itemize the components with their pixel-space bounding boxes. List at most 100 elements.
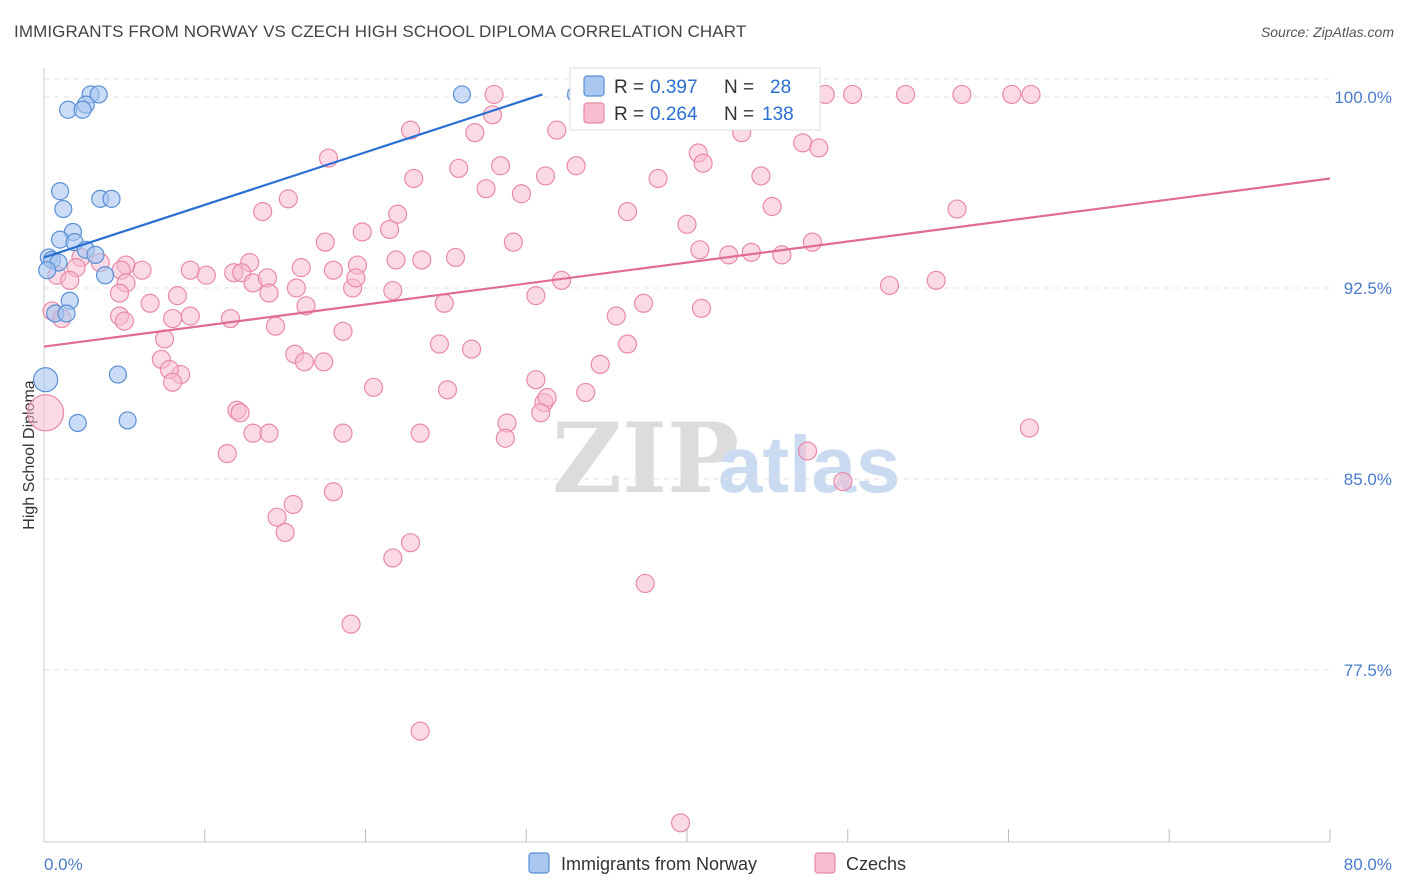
norway-point (33, 367, 59, 393)
norway-points (33, 85, 586, 433)
y-tick-label: 100.0% (1334, 88, 1392, 107)
czech-point (383, 280, 403, 301)
czech-point (751, 166, 771, 186)
czech-point (484, 84, 504, 105)
czech-point (952, 84, 972, 105)
czech-point (140, 293, 160, 313)
y-tick-label: 85.0% (1344, 470, 1392, 489)
trendlines (43, 93, 1331, 348)
y-tick-label: 77.5% (1344, 661, 1392, 680)
czech-point (323, 482, 343, 502)
czech-point (410, 721, 430, 741)
czech-point (400, 533, 421, 553)
czech-point (1019, 418, 1039, 438)
norway-point (38, 261, 57, 280)
czech-point (633, 293, 654, 313)
czech-point (879, 275, 900, 296)
norway-point (95, 266, 115, 285)
czech-point (429, 334, 450, 354)
czech-point (449, 158, 469, 178)
czech-point (693, 153, 713, 173)
norway-point (118, 411, 137, 430)
czech-point (386, 250, 406, 270)
norway-point (50, 182, 70, 201)
czech-point (670, 813, 691, 833)
czech-point (163, 308, 183, 329)
norway-point (54, 199, 73, 219)
czech-point (511, 184, 532, 204)
czech-point (476, 179, 496, 199)
czech-point (606, 306, 626, 326)
legend-norway-r-value: 0.397 (650, 77, 698, 98)
czech-point (445, 247, 466, 268)
czech-point (410, 423, 430, 443)
czech-point (947, 199, 967, 219)
czech-point (531, 403, 551, 423)
czech-point (404, 168, 424, 189)
y-tick-label: 92.5% (1344, 279, 1392, 298)
bottom-legend-norway-label: Immigrants from Norway (561, 854, 757, 874)
czech-point (437, 380, 458, 400)
czech-point (1002, 84, 1022, 105)
x-tick-label-max: 80.0% (1344, 855, 1392, 874)
legend-czech-r-value: 0.264 (650, 104, 698, 125)
x-tick-label-min: 0.0% (44, 855, 83, 874)
czech-point (1021, 84, 1041, 105)
czech-points (27, 84, 1041, 833)
bottom-legend-czech-label: Czechs (846, 854, 906, 874)
czech-point (495, 428, 515, 448)
czech-point (296, 296, 316, 316)
czech-point (341, 614, 361, 634)
czech-trendline (43, 177, 1331, 348)
y-tick-labels: 100.0% 92.5% 85.0% 77.5% (1334, 88, 1392, 680)
czech-point (114, 311, 134, 331)
czech-point (526, 370, 546, 390)
czech-point (842, 84, 863, 105)
czech-point (363, 377, 384, 397)
czech-point (400, 120, 421, 140)
czech-point (590, 354, 610, 374)
czech-point (314, 352, 334, 372)
czech-point (294, 352, 315, 372)
czech-point (259, 423, 279, 443)
legend-czech-r-label: R = (614, 104, 644, 125)
czech-point (465, 123, 485, 143)
czech-point (926, 270, 946, 290)
norway-point (108, 365, 128, 384)
czech-point (323, 260, 343, 280)
czech-point (648, 168, 668, 189)
norway-point (57, 304, 76, 323)
czech-point (315, 232, 335, 252)
czech-point (690, 240, 710, 260)
watermark: ZIP atlas (552, 402, 900, 515)
czech-point (352, 222, 372, 242)
czech-point (109, 283, 130, 303)
czech-point (797, 441, 818, 461)
legend: R = 0.397 N = 28 R = 0.264 N = 138 (569, 67, 821, 131)
czech-point (617, 202, 638, 222)
czech-point (333, 321, 353, 341)
czech-point (253, 202, 273, 222)
legend-norway-swatch (583, 75, 605, 97)
czech-point (535, 166, 556, 186)
watermark-zip: ZIP (552, 402, 739, 515)
czech-point (490, 156, 511, 176)
legend-box (569, 67, 821, 131)
czech-point (265, 316, 286, 336)
czech-point (259, 283, 279, 303)
czech-point (217, 443, 237, 464)
czech-point (267, 507, 287, 527)
czech-point (388, 204, 408, 224)
czech-point (809, 138, 829, 158)
bottom-legend: Immigrants from Norway Czechs (528, 852, 906, 874)
czech-point (196, 265, 216, 285)
czech-point (291, 258, 311, 278)
czech-point (333, 423, 353, 443)
czech-point (412, 250, 432, 270)
czech-point (434, 293, 454, 313)
czech-point (503, 232, 523, 252)
norway-point (73, 100, 92, 119)
watermark-atlas: atlas (718, 420, 900, 509)
czech-point (132, 260, 152, 280)
